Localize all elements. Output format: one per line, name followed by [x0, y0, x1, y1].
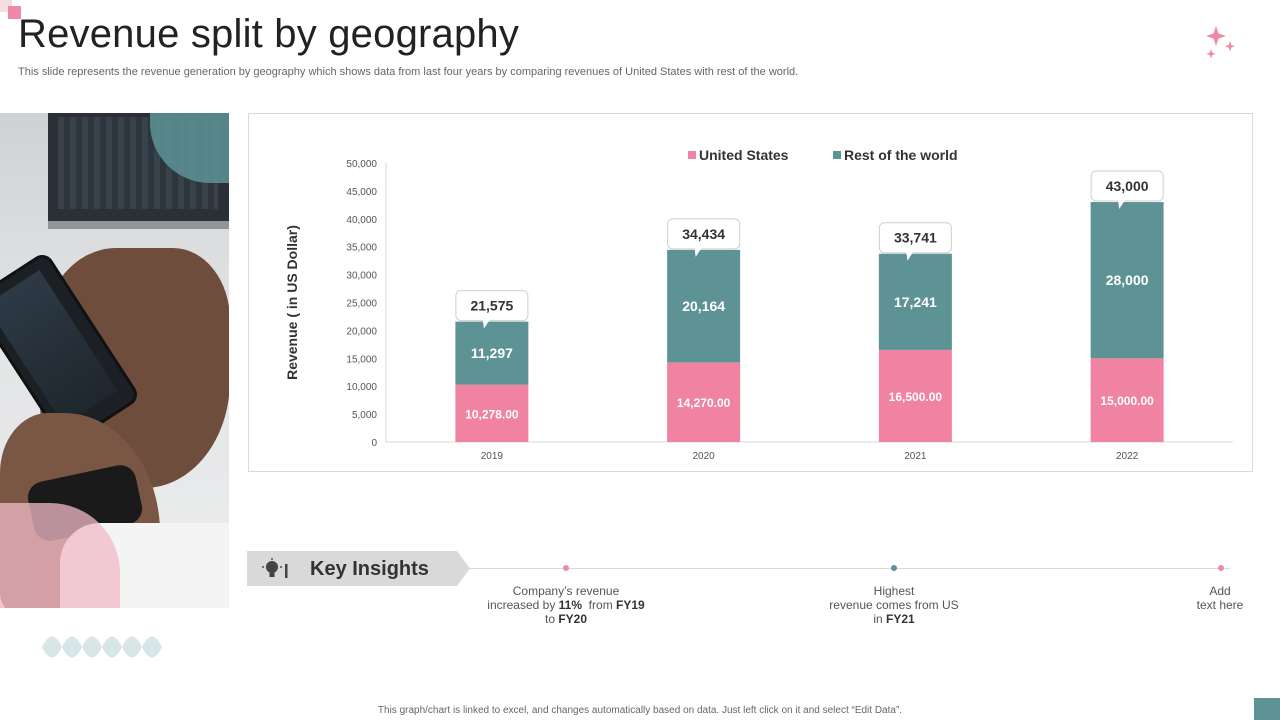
revenue-stacked-bar-chart: 0 5,000 10,000 15,000 20,000 25,000 30,000 35,0…: [284, 147, 1233, 462]
insight-text-1: Company’s revenue increased by 11% from …: [487, 584, 645, 626]
y-tick-label: 20,000: [346, 326, 377, 337]
slide-subtitle: This slide represents the revenue genera…: [18, 66, 799, 78]
y-tick-label: 35,000: [346, 243, 377, 254]
total-label: 34,434: [682, 226, 725, 242]
bar-data-label: 14,270.00: [677, 396, 731, 410]
total-callout-pointer: [1118, 200, 1126, 210]
total-callout-box: [878, 222, 952, 254]
slide-title: Revenue split by geography: [18, 12, 520, 56]
key-insights-heading: Key Insights: [310, 558, 429, 580]
y-tick-label: 45,000: [346, 187, 377, 198]
bar-data-label: 20,164: [682, 298, 725, 314]
y-tick-label: 25,000: [346, 299, 377, 310]
total-callout-pointer: [482, 319, 490, 329]
bar-data-label: 17,241: [894, 294, 937, 310]
total-callout-pointer: [906, 251, 914, 261]
chart-frame: [248, 113, 1253, 472]
y-tick-label: 5,000: [352, 410, 377, 421]
legend-label-1: United States: [699, 147, 789, 163]
legend-swatch-2: [833, 151, 841, 159]
legend-swatch-1: [688, 151, 696, 159]
bar-2020-2: [667, 249, 741, 363]
total-callout-box: [455, 290, 529, 322]
bar-data-label: 16,500.00: [889, 390, 943, 404]
x-tick-label: 2021: [904, 451, 927, 462]
bar-data-label: 10,278.00: [465, 407, 519, 421]
lightbulb-icon: [262, 558, 288, 578]
insight-dot-2: [891, 565, 897, 571]
footer-note: This graph/chart is linked to excel, and…: [377, 705, 903, 716]
x-tick-label: 2022: [1116, 451, 1139, 462]
x-tick-label: 2019: [481, 451, 504, 462]
total-callout-box: [667, 218, 741, 250]
wave-decoration: [42, 636, 162, 658]
insight-dot-3: [1218, 565, 1224, 571]
x-tick-label: 2020: [693, 451, 716, 462]
insight-dot-1: [563, 565, 569, 571]
y-axis-title: Revenue ( in US Dollar): [284, 225, 300, 380]
insight-text-2: Highest revenue comes from US in FY21: [829, 584, 959, 626]
corner-decoration: [0, 0, 22, 22]
bar-2021-2: [878, 253, 952, 350]
hands-phone-photo: [0, 113, 229, 608]
bar-data-label: 11,297: [471, 345, 513, 361]
y-tick-label: 15,000: [346, 354, 377, 365]
total-label: 43,000: [1106, 178, 1149, 194]
bar-2020-1: [667, 362, 741, 442]
bar-2019-2: [455, 321, 529, 385]
bar-data-label: 28,000: [1106, 272, 1149, 288]
corner-decoration-bottom: [1254, 698, 1280, 720]
sparkle-icon: [1206, 26, 1235, 59]
y-tick-label: 30,000: [346, 271, 377, 282]
y-tick-label: 50,000: [346, 159, 377, 170]
key-insights-banner: [247, 551, 470, 586]
total-label: 33,741: [894, 230, 937, 246]
y-tick-label: 0: [371, 438, 377, 449]
bar-2022-1: [1090, 358, 1164, 442]
total-callout-box: [1090, 170, 1164, 202]
bar-2019-1: [455, 384, 529, 442]
y-tick-label: 40,000: [346, 215, 377, 226]
insight-text-3: Add text here: [1196, 584, 1244, 612]
bar-2022-2: [1090, 202, 1164, 359]
y-tick-label: 10,000: [346, 382, 377, 393]
total-callout-pointer: [694, 247, 702, 257]
total-label: 21,575: [470, 298, 513, 314]
bar-2021-1: [878, 349, 952, 442]
bar-data-label: 15,000.00: [1100, 394, 1154, 408]
legend-label-2: Rest of the world: [844, 147, 958, 163]
insights-timeline-line: [470, 568, 1230, 569]
